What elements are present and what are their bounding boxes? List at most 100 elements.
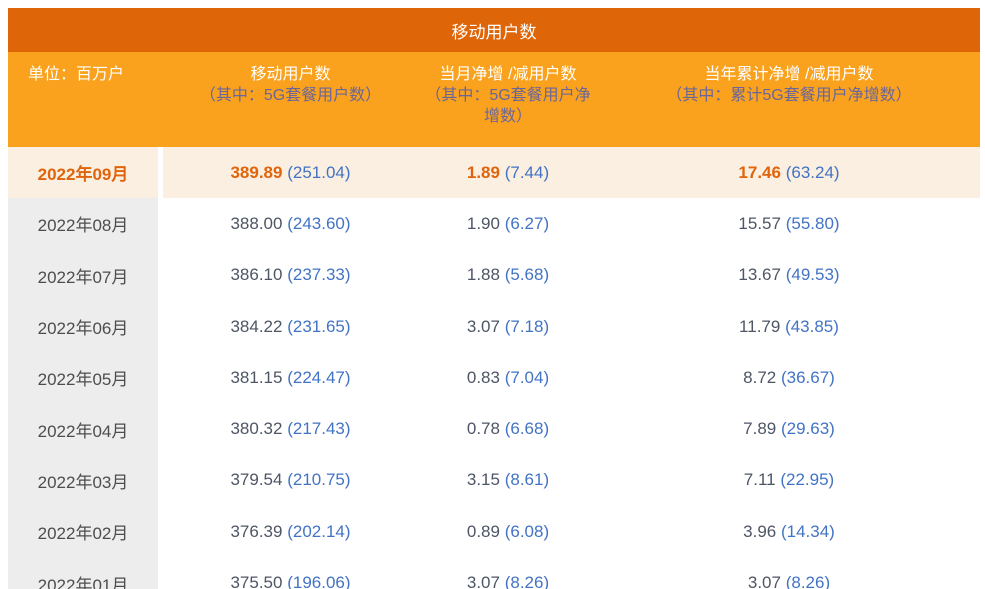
total-cell: 381.15 (224.47)	[163, 352, 418, 404]
total-5g-value: (224.47)	[287, 367, 351, 387]
ytd-cell: 17.46 (63.24)	[598, 147, 980, 199]
month-cell: 2022年08月	[8, 198, 163, 250]
col-header-ytd-net: 当年累计净增 /减用户数 （其中：累计5G套餐用户净增数）	[598, 52, 980, 147]
col-header-monthly-net-line2: （其中：5G套餐用户净增数）	[425, 87, 591, 125]
total-cell: 384.22 (231.65)	[163, 300, 418, 353]
net-5g-value: (5.68)	[504, 265, 550, 285]
net-cell: 3.07 (8.26)	[418, 557, 598, 589]
total-value: 376.39	[230, 521, 283, 541]
total-5g-value: (243.60)	[287, 213, 351, 233]
net-5g-value: (6.68)	[504, 419, 550, 439]
total-5g-value: (210.75)	[287, 470, 351, 490]
total-cell: 386.10 (237.33)	[163, 249, 418, 301]
net-5g-value: (6.08)	[504, 521, 550, 541]
ytd-value: 11.79	[739, 316, 781, 336]
net-cell: 3.07 (7.18)	[418, 300, 598, 353]
ytd-5g-value: (29.63)	[780, 419, 835, 439]
month-cell: 2022年03月	[8, 454, 163, 507]
total-5g-value: (251.04)	[287, 162, 351, 182]
total-5g-value: (202.14)	[287, 521, 351, 541]
total-value: 380.32	[230, 419, 283, 439]
ytd-value: 7.89	[743, 419, 777, 439]
net-value: 1.89	[466, 162, 500, 182]
total-value: 381.15	[230, 367, 283, 387]
month-cell: 2022年07月	[8, 249, 163, 301]
net-value: 0.83	[466, 367, 500, 387]
net-5g-value: (8.61)	[504, 470, 550, 490]
ytd-value: 3.96	[743, 521, 777, 541]
table-row: 2022年01月 375.50 (196.06) 3.07 (8.26) 3.0…	[8, 557, 980, 589]
net-5g-value: (7.44)	[504, 162, 550, 182]
net-cell: 1.90 (6.27)	[418, 198, 598, 250]
net-5g-value: (7.18)	[504, 316, 550, 336]
title-row: 移动用户数	[8, 8, 980, 52]
table-row: 2022年05月 381.15 (224.47) 0.83 (7.04) 8.7…	[8, 352, 980, 404]
total-cell: 376.39 (202.14)	[163, 506, 418, 558]
ytd-5g-value: (22.95)	[780, 470, 835, 490]
total-5g-value: (217.43)	[287, 419, 351, 439]
total-value: 375.50	[230, 573, 283, 589]
ytd-5g-value: (36.67)	[780, 367, 835, 387]
table-row: 2022年06月 384.22 (231.65) 3.07 (7.18) 11.…	[8, 300, 980, 353]
month-cell: 2022年04月	[8, 403, 163, 455]
ytd-5g-value: (63.24)	[785, 162, 840, 182]
unit-label: 单位：百万户	[8, 52, 163, 147]
ytd-cell: 8.72 (36.67)	[598, 352, 980, 404]
ytd-value: 13.67	[738, 265, 781, 285]
month-cell: 2022年02月	[8, 506, 163, 558]
total-value: 389.89	[230, 162, 283, 182]
net-5g-value: (8.26)	[504, 573, 550, 589]
total-5g-value: (237.33)	[287, 265, 351, 285]
col-header-total-line1: 移动用户数	[250, 66, 331, 83]
table-title: 移动用户数	[8, 8, 980, 52]
month-cell: 2022年09月	[8, 147, 163, 199]
subscriber-table: 移动用户数 单位：百万户 移动用户数 （其中：5G套餐用户数） 当月净增 /减用…	[8, 8, 980, 589]
total-cell: 375.50 (196.06)	[163, 557, 418, 589]
ytd-value: 8.72	[743, 367, 777, 387]
net-5g-value: (7.04)	[504, 367, 550, 387]
ytd-cell: 15.57 (55.80)	[598, 198, 980, 250]
ytd-value: 17.46	[738, 162, 781, 182]
col-header-total-line2: （其中：5G套餐用户数）	[199, 87, 382, 104]
header-row: 单位：百万户 移动用户数 （其中：5G套餐用户数） 当月净增 /减用户数 （其中…	[8, 52, 980, 147]
month-cell: 2022年06月	[8, 300, 163, 353]
ytd-value: 15.57	[738, 213, 781, 233]
table-row: 2022年02月 376.39 (202.14) 0.89 (6.08) 3.9…	[8, 506, 980, 558]
net-value: 0.78	[466, 419, 500, 439]
ytd-5g-value: (49.53)	[785, 265, 840, 285]
ytd-cell: 3.07 (8.26)	[598, 557, 980, 589]
col-header-ytd-net-line2: （其中：累计5G套餐用户净增数）	[666, 87, 912, 104]
ytd-5g-value: (55.80)	[785, 213, 840, 233]
ytd-cell: 13.67 (49.53)	[598, 249, 980, 301]
ytd-cell: 3.96 (14.34)	[598, 506, 980, 558]
ytd-cell: 11.79 (43.85)	[598, 300, 980, 353]
total-cell: 380.32 (217.43)	[163, 403, 418, 455]
col-header-total: 移动用户数 （其中：5G套餐用户数）	[163, 52, 418, 147]
col-header-monthly-net-line1: 当月净增 /减用户数	[439, 66, 577, 83]
net-5g-value: (6.27)	[504, 213, 550, 233]
net-cell: 0.83 (7.04)	[418, 352, 598, 404]
total-cell: 379.54 (210.75)	[163, 454, 418, 507]
table-row: 2022年07月 386.10 (237.33) 1.88 (5.68) 13.…	[8, 249, 980, 301]
month-cell: 2022年01月	[8, 557, 163, 589]
table-row: 2022年03月 379.54 (210.75) 3.15 (8.61) 7.1…	[8, 454, 980, 507]
net-value: 0.89	[466, 521, 500, 541]
net-value: 1.88	[466, 265, 500, 285]
total-value: 379.54	[230, 470, 283, 490]
total-5g-value: (196.06)	[287, 573, 351, 589]
ytd-value: 7.11	[743, 470, 776, 490]
total-value: 388.00	[230, 213, 283, 233]
net-value: 3.07	[466, 573, 500, 589]
total-5g-value: (231.65)	[287, 316, 351, 336]
net-cell: 1.89 (7.44)	[418, 147, 598, 199]
net-cell: 1.88 (5.68)	[418, 249, 598, 301]
table-row: 2022年09月 389.89 (251.04) 1.89 (7.44) 17.…	[8, 147, 980, 199]
total-cell: 389.89 (251.04)	[163, 147, 418, 199]
ytd-cell: 7.89 (29.63)	[598, 403, 980, 455]
ytd-5g-value: (43.85)	[785, 316, 839, 336]
total-value: 384.22	[230, 316, 283, 336]
col-header-ytd-net-line1: 当年累计净增 /减用户数	[704, 66, 874, 83]
ytd-5g-value: (14.34)	[780, 521, 835, 541]
ytd-5g-value: (8.26)	[785, 573, 831, 589]
